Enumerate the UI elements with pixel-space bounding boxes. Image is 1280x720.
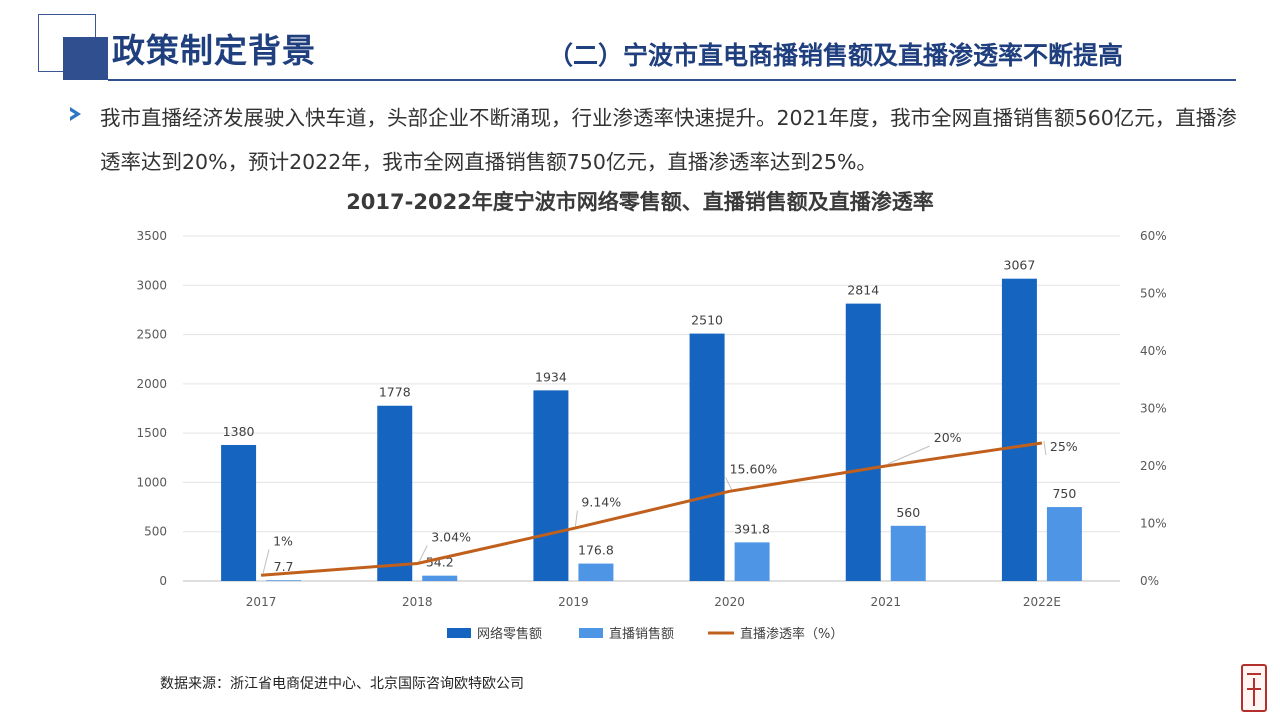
bar-data-label: 1778 xyxy=(379,385,411,400)
bar-live-sales xyxy=(890,525,926,581)
bar-data-label: 750 xyxy=(1052,486,1076,501)
line-data-label: 15.60% xyxy=(730,461,778,476)
bar-live-sales xyxy=(734,542,770,581)
y-right-tick-label: 20% xyxy=(1140,459,1167,473)
bar-live-sales xyxy=(578,563,614,581)
label-leader-line xyxy=(887,445,930,465)
legend-label: 网络零售额 xyxy=(477,626,542,642)
bar-data-label: 3067 xyxy=(1004,258,1036,273)
bar-data-label: 560 xyxy=(896,505,920,520)
line-data-label: 25% xyxy=(1050,439,1078,454)
bar-data-label: 7.7 xyxy=(274,559,294,574)
data-source: 数据来源：浙江省电商促进中心、北京国际咨询欧特欧公司 xyxy=(160,676,524,692)
y-right-tick-label: 10% xyxy=(1140,517,1167,531)
legend-swatch xyxy=(579,628,603,638)
x-tick-label: 2019 xyxy=(558,595,589,609)
bar-data-label: 176.8 xyxy=(578,543,614,558)
arrow-right-icon xyxy=(70,107,81,121)
y-left-tick-label: 2500 xyxy=(136,328,167,342)
seal-icon xyxy=(1241,664,1267,712)
y-right-tick-label: 40% xyxy=(1140,344,1167,358)
x-tick-label: 2021 xyxy=(870,595,901,609)
bar-online-retail xyxy=(533,390,569,581)
label-leader-line xyxy=(262,549,270,574)
bar-live-sales xyxy=(422,575,458,581)
line-data-label: 20% xyxy=(934,430,962,445)
y-right-tick-label: 30% xyxy=(1140,402,1167,416)
y-right-tick-label: 60% xyxy=(1140,229,1167,243)
y-right-tick-label: 0% xyxy=(1140,574,1159,588)
bar-data-label: 2510 xyxy=(691,313,723,328)
x-tick-label: 2020 xyxy=(714,595,745,609)
line-data-label: 3.04% xyxy=(431,530,471,545)
bullet-text: 我市直播经济发展驶入快车道，头部企业不断涌现，行业渗透率快速提升。2021年度，… xyxy=(100,106,1237,174)
legend-label: 直播渗透率（%） xyxy=(740,626,843,642)
y-right-tick-label: 50% xyxy=(1140,287,1167,301)
title-decoration-block xyxy=(63,37,108,80)
label-leader-line xyxy=(725,477,733,490)
y-left-tick-label: 1500 xyxy=(136,426,167,440)
bar-live-sales xyxy=(266,580,302,582)
bar-data-label: 1934 xyxy=(535,369,567,384)
y-left-tick-label: 500 xyxy=(144,525,167,539)
penetration-line xyxy=(260,441,1043,577)
bar-online-retail xyxy=(1001,278,1037,581)
x-tick-label: 2017 xyxy=(246,595,277,609)
y-left-tick-label: 3500 xyxy=(136,229,167,243)
title-divider xyxy=(108,79,1236,81)
bar-data-label: 391.8 xyxy=(734,521,770,536)
label-leader-line xyxy=(574,510,578,527)
bar-online-retail xyxy=(377,405,413,581)
legend-label: 直播销售额 xyxy=(609,626,674,642)
page-title: 政策制定背景 xyxy=(112,31,316,70)
bar-online-retail xyxy=(689,333,725,581)
legend-swatch xyxy=(447,628,471,638)
chart-title: 2017-2022年度宁波市网络零售额、直播销售额及直播渗透率 xyxy=(346,190,934,214)
bar-online-retail xyxy=(845,303,881,581)
section-subtitle: （二）宁波市直电商播销售额及直播渗透率不断提高 xyxy=(548,41,1124,70)
y-left-tick-label: 3000 xyxy=(136,278,167,292)
label-leader-line xyxy=(1043,440,1047,456)
y-left-tick-label: 0 xyxy=(159,574,167,588)
bar-online-retail xyxy=(221,444,257,581)
x-tick-label: 2022E xyxy=(1023,595,1061,609)
y-left-tick-label: 1000 xyxy=(136,475,167,489)
y-left-tick-label: 2000 xyxy=(136,377,167,391)
x-tick-label: 2018 xyxy=(402,595,433,609)
bar-live-sales xyxy=(1046,507,1082,581)
bar-data-label: 2814 xyxy=(847,283,879,298)
label-leader-line xyxy=(418,545,428,562)
line-data-label: 9.14% xyxy=(581,494,621,509)
line-data-label: 1% xyxy=(273,533,293,548)
bar-data-label: 1380 xyxy=(223,424,255,439)
